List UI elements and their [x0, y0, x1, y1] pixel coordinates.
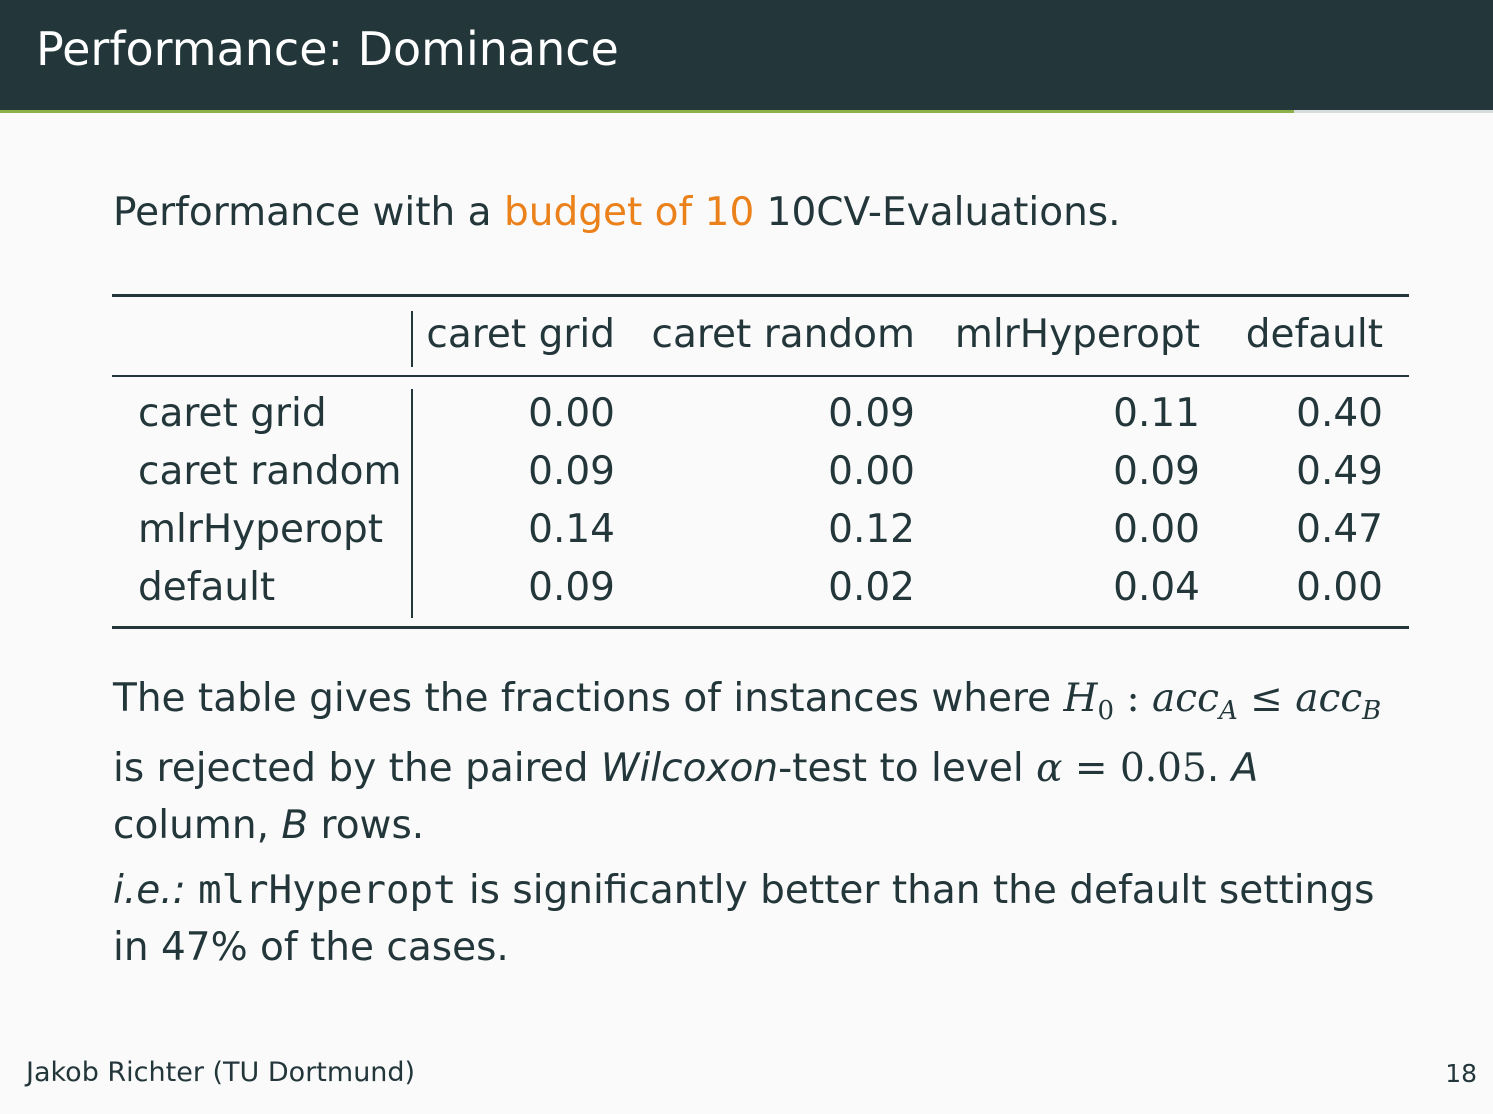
- table-cell: 0.11: [1113, 391, 1200, 436]
- math-acc-a-subscript: A: [1218, 696, 1238, 726]
- math-acc-a: acc: [1152, 676, 1219, 721]
- table-cell: 0.00: [1296, 565, 1383, 610]
- page-number: 18: [1445, 1059, 1477, 1088]
- explanation-text: is rejected by the paired: [113, 746, 601, 791]
- table-mid-rule: [112, 375, 1409, 377]
- table-header-divider: [411, 311, 413, 367]
- table-cell: 0.09: [1113, 449, 1200, 494]
- conclusion-paragraph: i.e.: mlrHyperopt is significantly bette…: [113, 862, 1403, 976]
- table-cell: 0.00: [1113, 507, 1200, 552]
- explanation-text: -test to level: [778, 746, 1037, 791]
- explanation-text: column,: [113, 803, 282, 848]
- table-cell: 0.47: [1296, 507, 1383, 552]
- math-colon: :: [1114, 676, 1153, 721]
- code-mlrhyperopt: mlrHyperopt: [198, 868, 457, 913]
- explanation-paragraph: The table gives the fractions of instanc…: [113, 670, 1403, 854]
- var-a: A: [1231, 746, 1259, 791]
- row-label-mlrhyperopt: mlrHyperopt: [138, 507, 384, 552]
- explanation-text: rows.: [308, 803, 425, 848]
- table-cell: 0.14: [528, 507, 615, 552]
- column-header-mlrhyperopt: mlrHyperopt: [954, 312, 1200, 357]
- math-alpha: α: [1036, 746, 1063, 791]
- row-label-caret-grid: caret grid: [138, 391, 327, 436]
- table-cell: 0.04: [1113, 565, 1200, 610]
- table-cell: 0.00: [828, 449, 915, 494]
- table-top-rule: [112, 294, 1409, 297]
- math-leq: ≤: [1237, 676, 1296, 721]
- intro-suffix: 10CV-Evaluations.: [754, 190, 1121, 235]
- ie-label: i.e.:: [113, 868, 186, 913]
- progress-bar: [0, 110, 1493, 113]
- table-cell: 0.09: [828, 391, 915, 436]
- table-cell: 0.12: [828, 507, 915, 552]
- math-acc-b: acc: [1295, 676, 1363, 721]
- explanation-text: The table gives the fractions of instanc…: [113, 676, 1064, 721]
- conclusion-text: is significantly better than the default…: [113, 868, 1375, 970]
- column-header-default: default: [1245, 312, 1383, 357]
- table-cell: 0.00: [528, 391, 615, 436]
- footer-author: Jakob Richter (TU Dortmund): [26, 1057, 416, 1088]
- row-label-default: default: [138, 565, 276, 610]
- explanation-text: .: [1206, 746, 1232, 791]
- math-acc-b-subscript: B: [1362, 696, 1382, 726]
- intro-line: Performance with a budget of 10 10CV-Eva…: [113, 190, 1121, 235]
- table-cell: 0.09: [528, 565, 615, 610]
- progress-bar-fill: [0, 110, 1295, 113]
- intro-highlight: budget of 10: [503, 190, 755, 235]
- slide-title: Performance: Dominance: [36, 22, 619, 76]
- math-h: H: [1063, 676, 1098, 721]
- table-bottom-rule: [112, 626, 1409, 629]
- table-cell: 0.02: [828, 565, 915, 610]
- wilcoxon-term: Wilcoxon: [600, 746, 779, 791]
- intro-prefix: Performance with a: [113, 190, 504, 235]
- table-cell: 0.09: [528, 449, 615, 494]
- math-equals-value: = 0.05: [1062, 746, 1207, 791]
- column-header-caret-grid: caret grid: [426, 312, 615, 357]
- var-b: B: [281, 803, 309, 848]
- table-cell: 0.49: [1296, 449, 1383, 494]
- table-cell: 0.40: [1296, 391, 1383, 436]
- table-body-divider: [411, 389, 413, 618]
- column-header-caret-random: caret random: [651, 312, 915, 357]
- row-label-caret-random: caret random: [138, 449, 402, 494]
- slide-header: Performance: Dominance: [0, 0, 1493, 110]
- math-h-subscript: 0: [1097, 696, 1115, 726]
